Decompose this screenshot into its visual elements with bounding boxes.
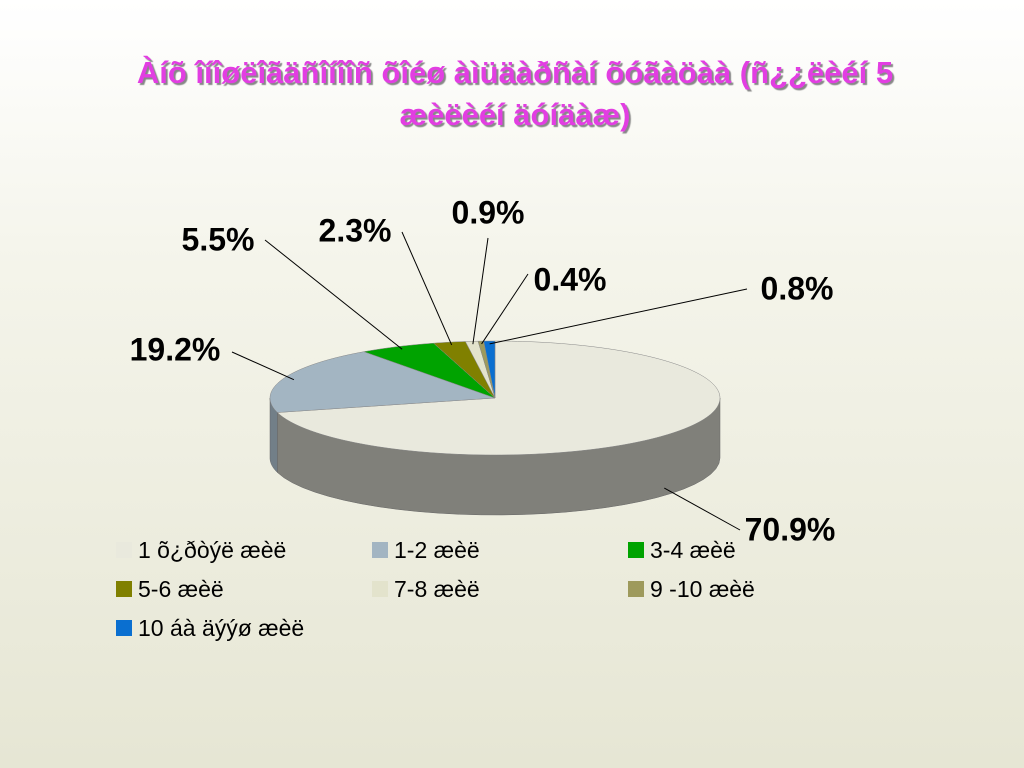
- leader-line: [489, 288, 748, 345]
- data-label: 5.5%: [182, 221, 255, 257]
- data-label: 0.8%: [761, 270, 834, 306]
- chart-title: Àíõ îíîøëîãäñîíîîñ õîéø àìüäàðñàí õóãàöà…: [136, 55, 894, 132]
- legend-item: 3-4 æèë: [628, 536, 884, 564]
- pie-slice: [269, 351, 496, 413]
- data-label: 70.9%: [745, 511, 836, 547]
- leader-line: [264, 239, 403, 350]
- legend-item: 9 -10 æèë: [628, 575, 884, 603]
- legend-label: 5-6 æèë: [138, 575, 224, 602]
- legend-swatch: [116, 581, 132, 597]
- leader-line: [664, 487, 741, 531]
- legend-swatch: [372, 542, 388, 558]
- legend-item: 7-8 æèë: [372, 575, 628, 603]
- legend: 1 õ¿ðòýë æèë 1-2 æèë 3-4 æèë 5-6 æèë 7-8 æèë…: [116, 536, 896, 642]
- leader-line: [472, 237, 489, 345]
- legend-swatch: [628, 581, 644, 597]
- legend-label: 10 áà äýýø æèë: [138, 614, 305, 641]
- legend-item: 1-2 æèë: [372, 536, 628, 564]
- legend-label: 9 -10 æèë: [650, 575, 755, 602]
- legend-label: 1-2 æèë: [394, 536, 480, 563]
- legend-item: 5-6 æèë: [116, 575, 372, 603]
- data-label: 2.3%: [319, 212, 392, 248]
- legend-swatch: [116, 620, 132, 636]
- data-label: 0.9%: [452, 194, 525, 230]
- legend-swatch: [116, 542, 132, 558]
- data-label: 0.4%: [534, 261, 607, 297]
- leader-line: [481, 273, 529, 345]
- legend-item: 1 õ¿ðòýë æèë: [116, 536, 372, 564]
- pie-slice: [276, 340, 721, 456]
- legend-label: 1 õ¿ðòýë æèë: [138, 536, 287, 563]
- legend-swatch: [372, 581, 388, 597]
- legend-swatch: [628, 542, 644, 558]
- legend-label: 3-4 æèë: [650, 536, 736, 563]
- leader-line: [401, 231, 453, 346]
- legend-item: 10 áà äýýø æèë: [116, 614, 372, 642]
- pie-slice: [362, 342, 496, 399]
- leader-line: [231, 351, 295, 381]
- legend-label: 7-8 æèë: [394, 575, 480, 602]
- data-label: 19.2%: [130, 331, 221, 367]
- pie-slice: [432, 341, 496, 399]
